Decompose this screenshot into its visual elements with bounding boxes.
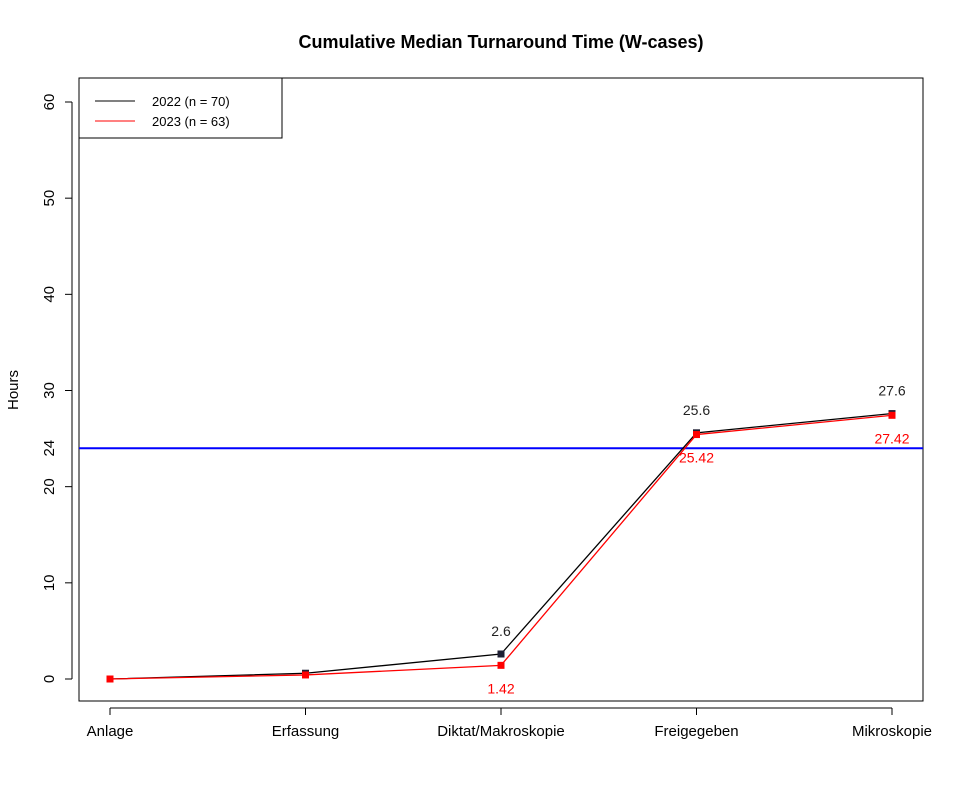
x-tick-label: Anlage bbox=[87, 723, 134, 740]
reference-line-group: 24 bbox=[41, 440, 923, 457]
data-point bbox=[302, 671, 309, 679]
data-point bbox=[693, 431, 700, 439]
series-line bbox=[109, 414, 893, 680]
x-tick-label: Diktat/Makroskopie bbox=[437, 723, 565, 740]
series-layer: 2.6 25.6 27.6 1.42 25.42 27.42 bbox=[106, 383, 910, 696]
data-point bbox=[497, 650, 505, 658]
data-label: 27.6 bbox=[878, 383, 905, 399]
legend: 2022 (n = 70) 2023 (n = 63) bbox=[78, 77, 283, 139]
y-axis: 0 10 20 30 40 50 60 bbox=[41, 94, 73, 683]
reference-line-label: 24 bbox=[41, 440, 58, 457]
data-label: 1.42 bbox=[487, 680, 514, 696]
x-tick-label: Erfassung bbox=[272, 723, 340, 740]
data-point bbox=[497, 661, 505, 669]
y-tick-label: 60 bbox=[41, 94, 58, 111]
series-line bbox=[109, 412, 893, 680]
chart-title: Cumulative Median Turnaround Time (W-cas… bbox=[298, 32, 703, 52]
series-1: 2.6 25.6 27.6 bbox=[106, 383, 906, 683]
series-2: 1.42 25.42 27.42 bbox=[106, 411, 910, 696]
legend-entry: 2023 (n = 63) bbox=[152, 114, 230, 129]
x-tick-label: Mikroskopie bbox=[852, 723, 932, 740]
y-tick-label: 40 bbox=[41, 286, 58, 303]
data-point bbox=[888, 411, 896, 419]
x-axis: Anlage Erfassung Diktat/Makroskopie Freigeg… bbox=[87, 707, 932, 740]
data-label: 2.6 bbox=[491, 623, 511, 639]
y-tick-label: 50 bbox=[41, 190, 58, 207]
data-label: 25.6 bbox=[683, 402, 710, 418]
y-tick-label: 20 bbox=[41, 478, 58, 495]
x-tick-label: Freigegeben bbox=[654, 723, 738, 740]
legend-entry: 2022 (n = 70) bbox=[152, 94, 230, 109]
data-label: 27.42 bbox=[874, 430, 909, 446]
data-label: 25.42 bbox=[679, 450, 714, 466]
y-axis-label: Hours bbox=[5, 370, 22, 410]
y-tick-label: 10 bbox=[41, 574, 58, 591]
plot-frame bbox=[78, 77, 924, 702]
data-point bbox=[106, 675, 114, 683]
y-tick-label: 30 bbox=[41, 382, 58, 399]
legend-box bbox=[78, 77, 283, 139]
y-tick-label: 0 bbox=[41, 675, 58, 683]
